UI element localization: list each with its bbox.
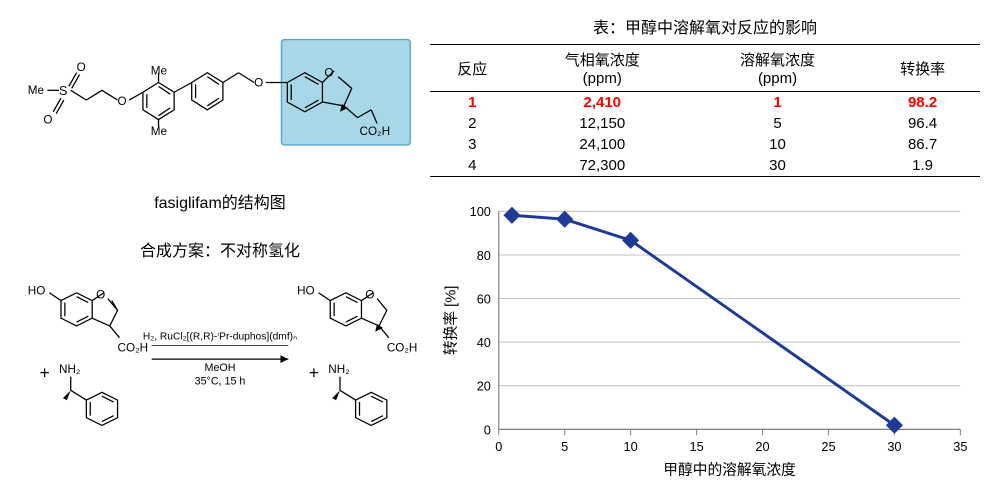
svg-text:CO₂H: CO₂H (118, 341, 149, 354)
table-cell: 10 (690, 134, 865, 155)
table-cell: 98.2 (865, 92, 980, 114)
svg-text:0: 0 (495, 439, 502, 454)
amine-prod: NH₂ (328, 363, 387, 426)
table-cell: 30 (690, 155, 865, 177)
reagent-bot: 35°C, 15 h (195, 375, 246, 387)
table-cell: 3 (430, 134, 515, 155)
table-cell: 72,300 (515, 155, 690, 177)
table-cell: 24,100 (515, 134, 690, 155)
table-header: 反应 (430, 45, 515, 92)
table-title: 表：甲醇中溶解氧对反应的影响 (430, 14, 980, 38)
svg-text:20: 20 (755, 439, 769, 454)
reagent-mid: MeOH (205, 362, 236, 374)
table-cell: 96.4 (865, 113, 980, 134)
table-header: 转换率 (865, 45, 980, 92)
structure-caption: fasiglifam的结构图 (20, 189, 420, 213)
table-row: 324,1001086.7 (430, 134, 980, 155)
scheme-title: 合成方案：不对称氢化 (20, 237, 420, 261)
svg-text:0: 0 (484, 422, 491, 437)
table-cell: 4 (430, 155, 515, 177)
table-header: 溶解氧浓度(ppm) (690, 45, 865, 92)
svg-text:60: 60 (477, 291, 491, 306)
label-o1: O (43, 113, 52, 126)
svg-text:20: 20 (477, 379, 491, 394)
product: HO O CO₂H (297, 285, 417, 355)
svg-text:5: 5 (561, 439, 568, 454)
svg-text:100: 100 (470, 204, 491, 219)
label-o4: O (254, 76, 263, 89)
svg-text:NH₂: NH₂ (328, 363, 349, 376)
table-row: 12,410198.2 (430, 92, 980, 114)
label-o3: O (118, 95, 127, 108)
table-row: 472,300301.9 (430, 155, 980, 177)
svg-text:HO: HO (297, 285, 315, 298)
svg-text:CO₂H: CO₂H (360, 125, 391, 138)
amine-sm: NH₂ (59, 363, 118, 426)
svg-text:转换率 [%]: 转换率 [%] (443, 286, 460, 356)
svg-text:25: 25 (821, 439, 835, 454)
table-cell: 86.7 (865, 134, 980, 155)
svg-text:35: 35 (953, 439, 967, 454)
table-header: 气相氧浓度(ppm) (515, 45, 690, 92)
svg-text:15: 15 (689, 439, 703, 454)
svg-text:40: 40 (477, 335, 491, 350)
table-cell: 1 (430, 92, 515, 114)
table-row: 212,150596.4 (430, 113, 980, 134)
table-cell: 2,410 (515, 92, 690, 114)
svg-text:80: 80 (477, 248, 491, 263)
svg-text:+: + (40, 363, 50, 383)
label-o2: O (77, 61, 86, 74)
label-s: S (59, 84, 67, 98)
data-table: 反应气相氧浓度(ppm)溶解氧浓度(ppm)转换率 12,410198.2212… (430, 44, 980, 177)
table-cell: 1.9 (865, 155, 980, 177)
label-me: Me (28, 84, 44, 97)
svg-text:10: 10 (624, 439, 638, 454)
starting-material: HO O CO₂H (28, 285, 148, 355)
table-cell: 5 (690, 113, 865, 134)
table-cell: 12,150 (515, 113, 690, 134)
svg-text:HO: HO (28, 285, 46, 298)
svg-text:CO₂H: CO₂H (387, 341, 418, 354)
svg-text:NH₂: NH₂ (59, 363, 80, 376)
svg-text:30: 30 (887, 439, 901, 454)
structure-diagram: Me S O O O (20, 20, 420, 185)
table-cell: 1 (690, 92, 865, 114)
svg-text:+: + (309, 363, 319, 383)
conversion-chart: 0 20 40 60 80 100 0 5 10 15 20 25 30 35 转换率 [%] 甲醇中的溶解氧… (430, 189, 980, 491)
reaction-scheme: HO O CO₂H + NH₂ (20, 269, 420, 459)
table-cell: 2 (430, 113, 515, 134)
svg-text:甲醇中的溶解氧浓度: 甲醇中的溶解氧浓度 (663, 462, 796, 479)
reagent-top: H₂, RuCl₂[(R,R)-ⁱPr-duphos](dmf)ₙ (143, 332, 297, 343)
